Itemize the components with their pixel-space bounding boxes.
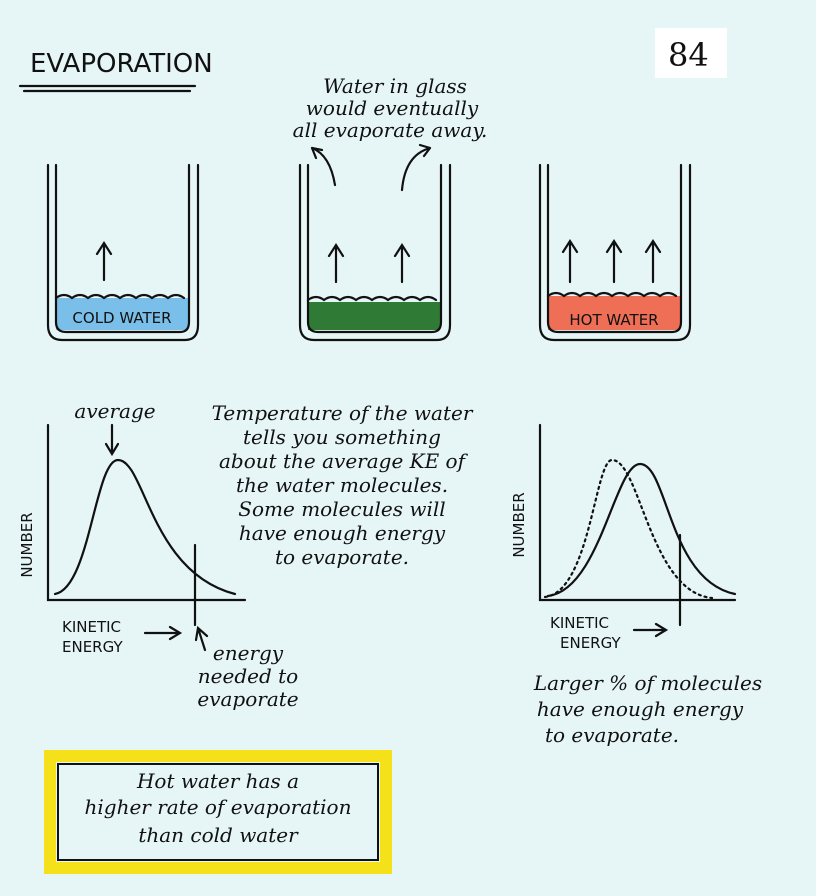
caption: have enough energy: [537, 697, 744, 721]
threshold-label: evaporate: [197, 687, 298, 711]
title: EVAPORATION: [30, 49, 213, 79]
conclusion-line: than cold water: [138, 823, 299, 847]
x-label: KINETIC: [62, 618, 121, 636]
water: [548, 296, 680, 330]
surface: [54, 293, 186, 300]
arrow: [95, 240, 113, 282]
explanation-line: Some molecules will: [238, 497, 445, 521]
note-line: Water in glass: [323, 74, 467, 98]
note-line: would eventually: [306, 96, 479, 120]
page-number-box: [655, 28, 727, 78]
note-line: all evaporate away.: [293, 118, 488, 142]
explanation-line: about the average KE of: [219, 449, 469, 473]
threshold-label: needed to: [198, 664, 298, 688]
glass-hot: HOT WATER: [538, 163, 692, 342]
glass-label: HOT WATER: [569, 311, 658, 329]
escape-arrows: [310, 143, 432, 192]
arrows: [561, 238, 662, 284]
surface: [546, 291, 678, 298]
glass: [46, 163, 200, 342]
glass-label: COLD WATER: [72, 309, 171, 327]
explanation-line: have enough energy: [239, 521, 446, 545]
pointer: [194, 625, 209, 652]
water: [56, 298, 188, 330]
peak-label: average: [74, 399, 155, 423]
title-underline: [18, 84, 197, 93]
glass: [298, 163, 452, 342]
hot-curve: [546, 462, 737, 598]
right-graph: NUMBER KINETIC ENERGY Larger % of molecu…: [510, 423, 762, 747]
y-label: NUMBER: [510, 492, 528, 557]
left-graph: average NUMBER KINETIC ENERGY energy nee…: [18, 399, 299, 711]
surface: [306, 295, 438, 302]
x-label: ENERGY: [560, 634, 621, 652]
explanation: Temperature of the water tells you somet…: [212, 401, 474, 569]
y-label: NUMBER: [18, 512, 36, 577]
explanation-line: the water molecules.: [236, 473, 448, 497]
explanation-line: to evaporate.: [275, 545, 409, 569]
cold-curve: [543, 458, 714, 600]
glass: [538, 163, 692, 342]
conclusion-line: higher rate of evaporation: [85, 795, 352, 819]
glass-middle: [298, 143, 452, 342]
box: [57, 763, 379, 861]
x-label: KINETIC: [550, 614, 609, 632]
conclusion: Hot water has a higher rate of evaporati…: [44, 750, 392, 874]
highlight: [44, 750, 392, 874]
threshold-label: energy: [213, 641, 284, 665]
water: [308, 302, 440, 330]
arrow: [104, 423, 120, 457]
explanation-line: tells you something: [243, 425, 441, 449]
x-label: ENERGY: [62, 638, 123, 656]
caption: Larger % of molecules: [533, 671, 762, 695]
glass-note: Water in glass would eventually all evap…: [293, 74, 488, 142]
explanation-line: Temperature of the water: [212, 401, 474, 425]
axes: [538, 423, 737, 602]
arrows: [327, 242, 411, 284]
caption: to evaporate.: [545, 723, 679, 747]
axes: [46, 423, 247, 602]
page-number: 84: [668, 36, 709, 74]
x-arrow: [143, 625, 183, 641]
curve: [53, 458, 237, 596]
x-arrow: [632, 622, 669, 638]
glass-cold: COLD WATER: [46, 163, 200, 342]
conclusion-line: Hot water has a: [136, 769, 299, 793]
